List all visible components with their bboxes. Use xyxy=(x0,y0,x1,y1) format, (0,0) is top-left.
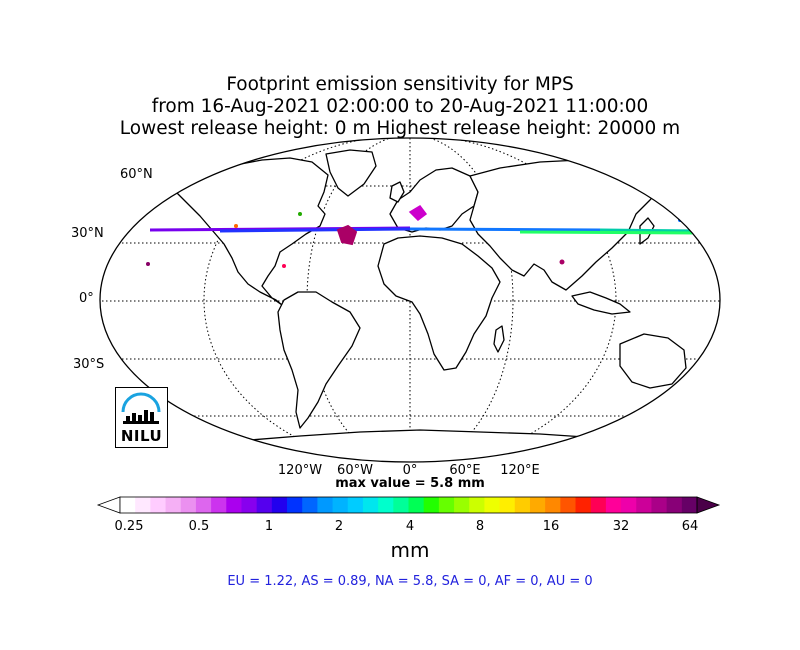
colorbar xyxy=(96,496,721,514)
colorbar-segment xyxy=(514,497,531,513)
colorbar-border xyxy=(119,496,698,514)
lon-label-120e: 120°E xyxy=(500,463,540,478)
colorbar-segment xyxy=(636,497,652,513)
map-title-line-2: from 16-Aug-2021 02:00:00 to 20-Aug-2021… xyxy=(151,96,649,117)
colorbar-segment xyxy=(302,497,318,513)
europe xyxy=(389,167,479,233)
south-america xyxy=(277,291,361,429)
asia xyxy=(469,159,663,291)
africa xyxy=(377,235,501,371)
colorbar-segment xyxy=(393,497,409,513)
longitude-gridlines xyxy=(203,138,617,462)
colorbar-segment xyxy=(575,497,592,513)
colorbar-segment xyxy=(529,497,546,513)
lat-label-equator: 0° xyxy=(79,291,94,306)
australia xyxy=(619,333,687,389)
colorbar-segment xyxy=(226,497,242,513)
british-isles xyxy=(389,181,405,203)
southeast-asia-islands xyxy=(571,291,631,315)
colorbar-tick: 4 xyxy=(405,519,415,534)
colorbar-segment xyxy=(347,497,364,513)
region-summary: EU = 1.22, AS = 0.89, NA = 5.8, SA = 0, … xyxy=(227,574,593,589)
colorbar-segment xyxy=(560,497,577,513)
greenland xyxy=(325,149,377,197)
antarctica xyxy=(199,429,641,462)
colorbar-segment xyxy=(454,497,470,513)
colorbar-segment xyxy=(287,497,303,513)
colorbar-tick: 32 xyxy=(612,519,630,534)
nilu-logo-graphic xyxy=(121,392,161,424)
colorbar-segment xyxy=(378,497,394,513)
lat-label-30n: 30°N xyxy=(71,226,104,241)
map-title-line-3: Lowest release height: 0 m Highest relea… xyxy=(119,118,681,139)
colorbar-tick: 0.5 xyxy=(188,519,210,534)
coastlines xyxy=(175,149,713,462)
colorbar-tick: 2 xyxy=(334,519,344,534)
lat-label-30s: 30°S xyxy=(73,357,105,372)
colorbar-unit-label: mm xyxy=(390,538,430,562)
colorbar-tick: 0.25 xyxy=(114,519,144,534)
colorbar-segment xyxy=(195,497,212,513)
colorbar-segment xyxy=(271,497,288,513)
lon-label-0: 0° xyxy=(402,463,418,478)
colorbar-segment xyxy=(590,497,607,513)
colorbar-segment xyxy=(545,497,561,513)
colorbar-segment xyxy=(499,497,516,513)
colorbar-segment xyxy=(484,497,501,513)
colorbar-segment xyxy=(120,497,136,513)
colorbar-tick: 8 xyxy=(475,519,485,534)
emission-plume xyxy=(146,205,701,268)
colorbar-tick: 1 xyxy=(264,519,274,534)
colorbar-segment xyxy=(150,497,167,513)
colorbar-segment xyxy=(681,497,698,513)
globe-boundary xyxy=(99,137,721,463)
colorbar-segment xyxy=(256,497,273,513)
nilu-logo-text: NILU xyxy=(120,427,163,445)
colorbar-segment xyxy=(332,497,349,513)
colorbar-segment xyxy=(651,497,668,513)
lon-label-120w: 120°W xyxy=(277,463,323,478)
map-title-line-1: Footprint emission sensitivity for MPS xyxy=(226,74,574,95)
colorbar-segment xyxy=(317,497,334,513)
colorbar-under-arrow xyxy=(96,496,121,514)
max-value-label: max value = 5.8 mm xyxy=(335,476,485,491)
colorbar-segment xyxy=(165,497,182,513)
colorbar-segment xyxy=(621,497,637,513)
colorbar-segment xyxy=(135,497,151,513)
colorbar-tick: 16 xyxy=(542,519,560,534)
colorbar-segment xyxy=(362,497,379,513)
colorbar-segment xyxy=(211,497,227,513)
madagascar xyxy=(493,325,505,353)
lon-label-60e: 60°E xyxy=(449,463,481,478)
colorbar-segment xyxy=(666,497,683,513)
colorbar-over-arrow xyxy=(696,496,721,514)
colorbar-segment xyxy=(180,497,197,513)
colorbar-segment xyxy=(438,497,455,513)
lat-label-60n: 60°N xyxy=(120,167,153,182)
new-zealand xyxy=(699,383,713,405)
colorbar-tick: 64 xyxy=(681,519,699,534)
colorbar-segment xyxy=(408,497,425,513)
colorbar-segment xyxy=(423,497,440,513)
colorbar-segment xyxy=(469,497,485,513)
colorbar-segment xyxy=(605,497,622,513)
nilu-logo: NILU xyxy=(115,387,168,448)
lon-label-60w: 60°W xyxy=(337,463,373,478)
colorbar-segment xyxy=(241,497,258,513)
